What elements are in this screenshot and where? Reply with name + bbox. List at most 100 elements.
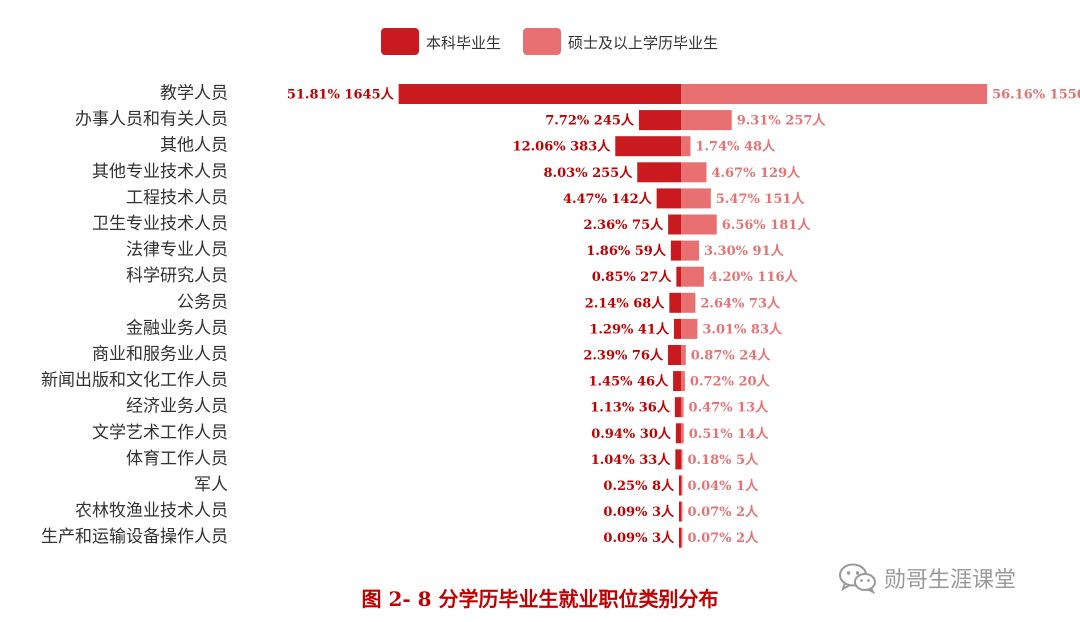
- bar-undergrad: [675, 449, 681, 470]
- data-label-graduate: 4.67% 129人: [711, 165, 801, 181]
- category-label: 科学研究人员: [126, 266, 228, 286]
- data-label-graduate: 6.56% 181人: [722, 217, 812, 233]
- bar-graduate: [681, 292, 696, 313]
- category-label: 农林牧渔业技术人员: [75, 501, 228, 521]
- category-label: 法律专业人员: [126, 240, 228, 260]
- bar-undergrad: [668, 214, 681, 235]
- data-label-undergrad: 8.03% 255人: [544, 165, 634, 181]
- category-label: 教学人员: [160, 84, 228, 104]
- bar-graduate: [681, 423, 684, 444]
- bar-undergrad: [638, 110, 681, 131]
- category-label: 经济业务人员: [126, 397, 228, 417]
- data-label-undergrad: 2.14% 68人: [585, 295, 666, 311]
- bar-graduate: [681, 501, 683, 522]
- bar-undergrad: [615, 136, 681, 157]
- bar-graduate: [681, 475, 683, 496]
- data-label-undergrad: 7.72% 245人: [545, 113, 635, 129]
- data-label-undergrad: 2.39% 76人: [583, 348, 664, 364]
- bar-graduate: [681, 318, 698, 339]
- legend: 本科毕业生 硕士及以上学历毕业生: [381, 28, 718, 55]
- data-label-undergrad: 51.81% 1645人: [287, 87, 395, 103]
- bar-graduate: [681, 214, 717, 235]
- data-label-undergrad: 0.09% 3人: [603, 504, 675, 520]
- bar-undergrad: [398, 84, 681, 104]
- data-label-graduate: 0.72% 20人: [690, 374, 771, 390]
- data-label-undergrad: 0.25% 8人: [603, 478, 675, 494]
- bar-graduate: [681, 397, 684, 418]
- bar-undergrad: [674, 397, 681, 418]
- category-label: 金融业务人员: [126, 318, 228, 338]
- bar-graduate: [681, 345, 686, 365]
- bar-graduate: [681, 371, 685, 392]
- bar-undergrad: [679, 475, 681, 496]
- watermark-text: 勋哥生涯课堂: [884, 568, 1017, 593]
- bar-undergrad: [669, 292, 681, 313]
- wechat-icon: [839, 563, 876, 594]
- category-label: 新闻出版和文化工作人员: [41, 371, 228, 391]
- data-label-graduate: 0.47% 13人: [689, 400, 770, 416]
- bar-graduate: [681, 84, 988, 104]
- category-label: 卫生专业技术人员: [92, 214, 228, 234]
- category-label: 办事人员和有关人员: [75, 110, 228, 130]
- data-label-graduate: 9.31% 257人: [737, 113, 827, 129]
- bar-undergrad: [673, 371, 681, 392]
- bar-undergrad: [667, 345, 681, 365]
- bar-undergrad: [679, 501, 681, 522]
- category-label: 生产和运输设备操作人员: [41, 527, 228, 547]
- category-label: 商业和服务业人员: [92, 345, 228, 365]
- bar-graduate: [681, 449, 683, 470]
- data-label-graduate: 5.47% 151人: [716, 191, 806, 207]
- data-label-graduate: 4.20% 116人: [709, 269, 799, 285]
- data-label-undergrad: 0.85% 27人: [592, 269, 673, 285]
- bars-layer: 教学人员 51.81% 1645人 56.16% 1550人办事人员和有关人员 7.7…: [41, 84, 1080, 548]
- data-label-graduate: 0.04% 1人: [688, 478, 760, 494]
- data-label-undergrad: 1.29% 41人: [589, 321, 670, 337]
- data-label-graduate: 0.07% 2人: [688, 504, 760, 520]
- bar-graduate: [681, 240, 699, 261]
- bar-undergrad: [679, 527, 681, 548]
- legend-swatch-graduate: [523, 28, 561, 55]
- category-label: 工程技术人员: [126, 188, 228, 208]
- bar-graduate: [681, 188, 711, 209]
- bar-undergrad: [670, 240, 681, 261]
- legend-swatch-undergrad: [381, 28, 419, 55]
- data-label-undergrad: 1.13% 36人: [590, 400, 671, 416]
- data-label-graduate: 2.64% 73人: [700, 295, 781, 311]
- watermark: 勋哥生涯课堂: [838, 562, 1016, 594]
- category-label: 体育工作人员: [126, 449, 228, 469]
- data-label-graduate: 0.51% 14人: [689, 426, 770, 442]
- bar-graduate: [681, 136, 691, 157]
- data-label-graduate: 56.16% 1550人: [992, 87, 1080, 103]
- diverging-bar-chart: 本科毕业生 硕士及以上学历毕业生 教学人员 51.81% 1645人 56.16% …: [41, 28, 1080, 548]
- figure-caption: 图 2- 8 分学历毕业生就业职位类别分布: [361, 587, 719, 611]
- data-label-undergrad: 0.94% 30人: [591, 426, 672, 442]
- data-label-graduate: 0.18% 5人: [688, 452, 760, 468]
- legend-label-graduate: 硕士及以上学历毕业生: [568, 34, 718, 52]
- bar-graduate: [681, 527, 683, 548]
- data-label-graduate: 3.30% 91人: [704, 243, 785, 259]
- legend-label-undergrad: 本科毕业生: [426, 34, 501, 52]
- category-label: 其他人员: [160, 136, 228, 156]
- data-label-undergrad: 1.04% 33人: [591, 452, 672, 468]
- category-label: 军人: [194, 475, 228, 495]
- bar-graduate: [681, 266, 704, 287]
- bar-undergrad: [656, 188, 681, 209]
- bar-graduate: [681, 110, 732, 131]
- data-label-graduate: 1.74% 48人: [695, 139, 776, 155]
- data-label-graduate: 3.01% 83人: [702, 321, 783, 337]
- data-label-graduate: 0.87% 24人: [691, 348, 772, 364]
- bar-undergrad: [675, 423, 681, 444]
- category-label: 文学艺术工作人员: [92, 423, 228, 443]
- bar-undergrad: [676, 266, 681, 287]
- data-label-undergrad: 0.09% 3人: [603, 530, 675, 546]
- bar-undergrad: [637, 162, 681, 183]
- data-label-undergrad: 1.86% 59人: [586, 243, 667, 259]
- category-label: 其他专业技术人员: [92, 162, 228, 182]
- data-label-undergrad: 4.47% 142人: [563, 191, 653, 207]
- bar-graduate: [681, 162, 707, 183]
- data-label-undergrad: 1.45% 46人: [588, 374, 669, 390]
- bar-undergrad: [673, 318, 681, 339]
- data-label-graduate: 0.07% 2人: [688, 530, 760, 546]
- data-label-undergrad: 12.06% 383人: [513, 139, 612, 155]
- category-label: 公务员: [177, 292, 228, 312]
